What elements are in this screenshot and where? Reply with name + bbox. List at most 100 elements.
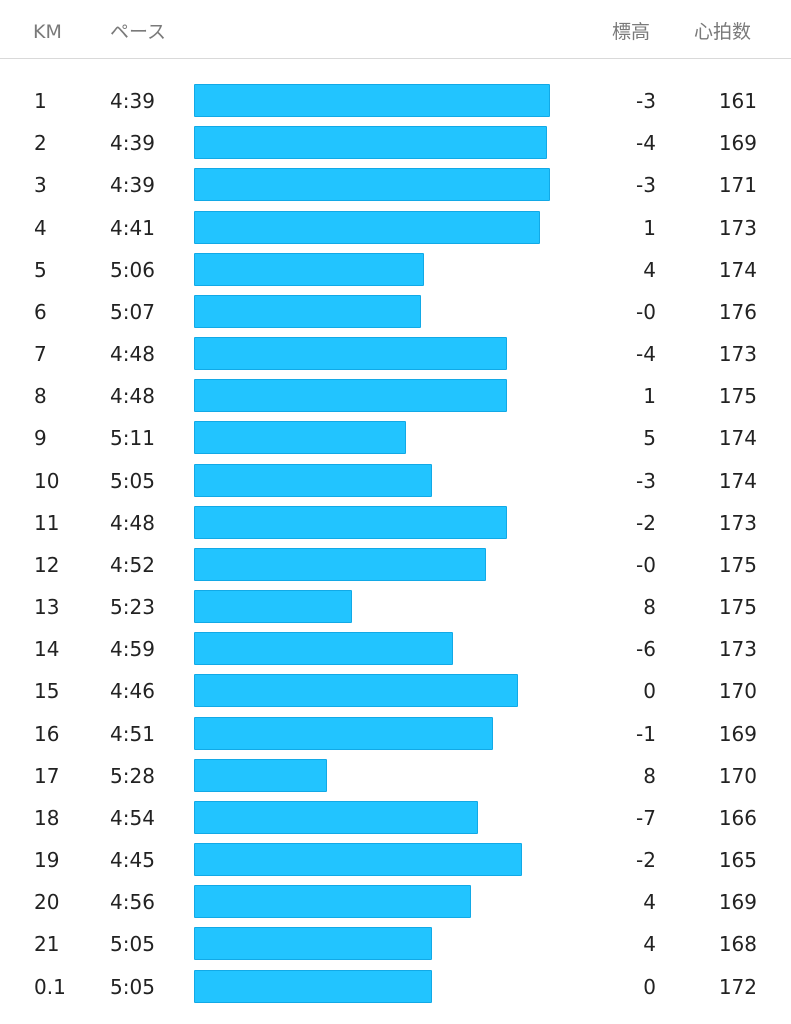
split-row: 16 4:51 -1 169	[0, 713, 791, 755]
split-km: 18	[34, 805, 60, 830]
split-pace: 4:46	[110, 679, 155, 704]
split-pace: 5:06	[110, 257, 155, 282]
pace-bar	[194, 463, 432, 497]
split-elevation: 8	[643, 595, 656, 620]
split-pace: 4:56	[110, 890, 155, 915]
split-elevation: -3	[636, 468, 656, 493]
split-heart-rate: 165	[718, 848, 757, 873]
split-row: 2 4:39 -4 169	[0, 122, 791, 164]
split-elevation: 0	[643, 679, 656, 704]
split-km: 6	[34, 299, 47, 324]
pace-bar	[194, 168, 550, 202]
split-row: 13 5:23 8 175	[0, 586, 791, 628]
pace-bar	[194, 84, 550, 117]
split-row: 10 5:05 -3 174	[0, 460, 791, 502]
split-heart-rate: 161	[718, 89, 757, 113]
pace-bar	[194, 969, 432, 1003]
split-elevation: 4	[643, 890, 656, 915]
splits-header: KM ペース 標高 心拍数	[0, 0, 791, 59]
split-row: 3 4:39 -3 171	[0, 164, 791, 206]
pace-bar	[194, 843, 522, 877]
split-km: 15	[34, 679, 60, 704]
split-pace: 4:48	[110, 384, 155, 409]
split-row: 6 5:07 -0 176	[0, 291, 791, 333]
header-pace: ペース	[110, 21, 167, 43]
pace-bar	[194, 885, 471, 919]
split-km: 8	[34, 384, 47, 409]
pace-bar	[194, 927, 432, 961]
split-pace: 5:05	[110, 974, 155, 999]
pace-bar	[194, 126, 547, 160]
split-km: 1	[34, 89, 47, 113]
split-km: 4	[34, 215, 47, 240]
split-elevation: 1	[643, 215, 656, 240]
split-heart-rate: 173	[718, 637, 757, 662]
split-heart-rate: 169	[718, 890, 757, 915]
split-km: 13	[34, 595, 60, 620]
header-km: KM	[33, 21, 62, 43]
pace-bar	[194, 716, 493, 750]
split-pace: 5:05	[110, 932, 155, 957]
pace-bar	[194, 294, 421, 328]
split-km: 16	[34, 721, 60, 746]
split-heart-rate: 173	[718, 215, 757, 240]
split-pace: 5:05	[110, 468, 155, 493]
split-km: 14	[34, 637, 60, 662]
split-heart-rate: 174	[718, 257, 757, 282]
split-row: 20 4:56 4 169	[0, 881, 791, 923]
split-elevation: -4	[636, 131, 656, 156]
split-row: 14 4:59 -6 173	[0, 628, 791, 670]
split-heart-rate: 173	[718, 342, 757, 367]
split-row: 7 4:48 -4 173	[0, 333, 791, 375]
split-row: 19 4:45 -2 165	[0, 839, 791, 881]
split-pace: 4:48	[110, 342, 155, 367]
split-heart-rate: 175	[718, 552, 757, 577]
pace-bar	[194, 337, 507, 371]
split-km: 19	[34, 848, 60, 873]
split-pace: 5:11	[110, 426, 155, 451]
split-pace: 4:39	[110, 173, 155, 198]
pace-bar	[194, 252, 424, 286]
split-row: 15 4:46 0 170	[0, 670, 791, 712]
split-row: 5 5:06 4 174	[0, 249, 791, 291]
split-km: 11	[34, 510, 60, 535]
split-km: 12	[34, 552, 60, 577]
split-pace: 5:07	[110, 299, 155, 324]
split-heart-rate: 169	[718, 131, 757, 156]
split-km: 3	[34, 173, 47, 198]
split-elevation: 5	[643, 426, 656, 451]
split-pace: 4:52	[110, 552, 155, 577]
split-elevation: -3	[636, 173, 656, 198]
split-elevation: 8	[643, 763, 656, 788]
split-heart-rate: 168	[718, 932, 757, 957]
pace-bar	[194, 421, 406, 455]
split-row: 12 4:52 -0 175	[0, 544, 791, 586]
split-elevation: -2	[636, 848, 656, 873]
split-km: 5	[34, 257, 47, 282]
split-elevation: -7	[636, 805, 656, 830]
split-heart-rate: 174	[718, 468, 757, 493]
split-heart-rate: 176	[718, 299, 757, 324]
split-row: 0.1 5:05 0 172	[0, 966, 791, 1008]
pace-bar	[194, 632, 453, 666]
split-heart-rate: 170	[718, 679, 757, 704]
split-pace: 4:48	[110, 510, 155, 535]
split-row: 21 5:05 4 168	[0, 923, 791, 965]
split-heart-rate: 172	[718, 974, 757, 999]
pace-bar	[194, 210, 540, 244]
split-elevation: -6	[636, 637, 656, 662]
split-km: 17	[34, 763, 60, 788]
split-km: 21	[34, 932, 60, 957]
header-heart-rate: 心拍数	[694, 21, 752, 43]
split-elevation: -0	[636, 552, 656, 577]
split-row: 18 4:54 -7 166	[0, 797, 791, 839]
split-elevation: -0	[636, 299, 656, 324]
pace-bar	[194, 674, 518, 708]
split-row: 4 4:41 1 173	[0, 207, 791, 249]
split-heart-rate: 171	[718, 173, 757, 198]
split-row: 1 4:39 -3 161	[0, 80, 791, 122]
split-pace: 4:45	[110, 848, 155, 873]
split-row: 8 4:48 1 175	[0, 375, 791, 417]
split-elevation: 4	[643, 932, 656, 957]
pace-bar	[194, 758, 327, 792]
